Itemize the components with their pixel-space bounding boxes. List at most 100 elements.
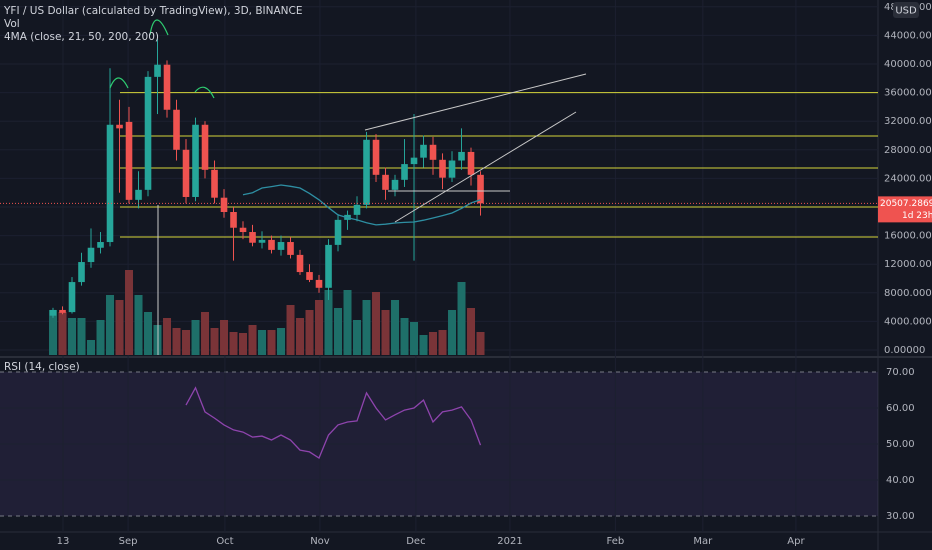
volume-bar: [77, 318, 86, 355]
candle-body: [429, 144, 437, 160]
y-tick-label: 12000.00000: [884, 259, 932, 270]
y-tick-label: 28000.00000: [884, 145, 932, 156]
candle-body: [296, 254, 304, 273]
last-price-label: 20507.28695: [880, 199, 932, 209]
volume-bar: [125, 270, 134, 355]
volume-bar: [49, 310, 58, 355]
y-tick-label: 24000.00000: [884, 173, 932, 184]
trend-line: [364, 73, 587, 131]
candle-body: [230, 211, 237, 228]
y-tick-label: 40000.00000: [884, 59, 932, 70]
currency-label[interactable]: USD: [895, 6, 917, 17]
volume-bar: [296, 318, 305, 355]
volume-bar: [343, 290, 352, 355]
candle-body: [78, 262, 85, 283]
volume-bar: [163, 318, 172, 355]
x-tick-label: Nov: [310, 536, 330, 547]
volume-bar: [191, 320, 200, 355]
candle-body: [353, 204, 361, 215]
volume-bar: [248, 325, 257, 355]
candle-body: [201, 124, 209, 170]
volume-bar: [87, 340, 96, 355]
candle-body: [97, 242, 104, 248]
candle-body: [477, 174, 484, 204]
volume-bar: [476, 332, 485, 355]
candle-body: [154, 64, 161, 77]
y-tick-label: 36000.00000: [884, 88, 932, 99]
volume-bar: [220, 320, 229, 355]
volume-bar: [144, 312, 153, 355]
candle-body: [249, 232, 256, 243]
candle-body: [239, 227, 247, 233]
currency-button[interactable]: [893, 2, 919, 18]
moving-average: [242, 184, 481, 226]
rsi-line: [185, 386, 482, 459]
y-tick-label: 50.00: [886, 439, 915, 450]
volume-bar: [134, 295, 143, 355]
candle-body: [268, 239, 275, 250]
volume-bar: [429, 332, 438, 355]
volume-bar: [96, 320, 105, 355]
volume-bar: [372, 292, 381, 355]
rsi-title: RSI (14, close): [4, 361, 80, 373]
candle-body: [192, 124, 199, 197]
candle-body: [125, 121, 133, 200]
volume-bar: [391, 300, 400, 355]
volume-bar: [58, 312, 67, 355]
y-tick-label: 16000.00000: [884, 231, 932, 242]
volume-bar: [172, 328, 181, 355]
volume-bar: [258, 330, 267, 355]
volume-bar: [334, 308, 343, 355]
candle-body: [363, 139, 370, 205]
y-tick-label: 44000.00000: [884, 30, 932, 41]
candle-body: [458, 151, 465, 161]
volume-bar: [448, 310, 457, 355]
candle-body: [68, 282, 76, 313]
candle-body: [135, 189, 142, 200]
candle-body: [410, 157, 418, 165]
annotation-arc: [109, 77, 129, 89]
volume-bar: [267, 330, 276, 355]
candle-body: [87, 247, 95, 263]
x-tick-label: Sep: [119, 536, 138, 547]
volume-bar: [400, 318, 409, 355]
volume-bar: [467, 308, 476, 355]
chart-title: YFI / US Dollar (calculated by TradingVi…: [3, 5, 303, 17]
volume-bar: [381, 310, 390, 355]
x-tick-label: 2021: [497, 536, 522, 547]
trend-line: [394, 111, 577, 223]
candle-body: [448, 160, 456, 178]
y-tick-label: 4000.00000: [884, 316, 932, 327]
candle-body: [325, 244, 332, 288]
candle-body: [258, 239, 266, 243]
annotation-arc: [149, 19, 169, 36]
volume-bar: [410, 322, 419, 355]
volume-bar: [115, 300, 124, 355]
countdown-label: 1d 23h: [902, 211, 932, 221]
x-tick-label: Apr: [787, 536, 805, 547]
y-tick-label: 8000.00000: [884, 288, 932, 299]
candle-body: [106, 124, 114, 243]
x-tick-label: 13: [57, 536, 70, 547]
candle-body: [182, 149, 190, 197]
candle-body: [173, 109, 180, 150]
candle-body: [315, 279, 323, 288]
x-tick-label: Dec: [406, 536, 425, 547]
volume-bar: [286, 305, 295, 355]
volume-bar: [457, 282, 466, 355]
candle-body: [391, 179, 399, 190]
volume-bar: [106, 295, 115, 355]
candle-body: [116, 124, 123, 129]
volume-bar: [229, 332, 238, 355]
candle-body: [49, 309, 57, 316]
last-price-box: [878, 196, 932, 223]
y-tick-label: 0.00000: [884, 345, 925, 356]
candle-body: [382, 174, 389, 190]
volume-bar: [324, 290, 333, 355]
y-tick-label: 30.00: [886, 511, 915, 522]
candle-body: [59, 309, 66, 313]
volume-bar: [201, 312, 210, 355]
candle-body: [439, 159, 446, 178]
